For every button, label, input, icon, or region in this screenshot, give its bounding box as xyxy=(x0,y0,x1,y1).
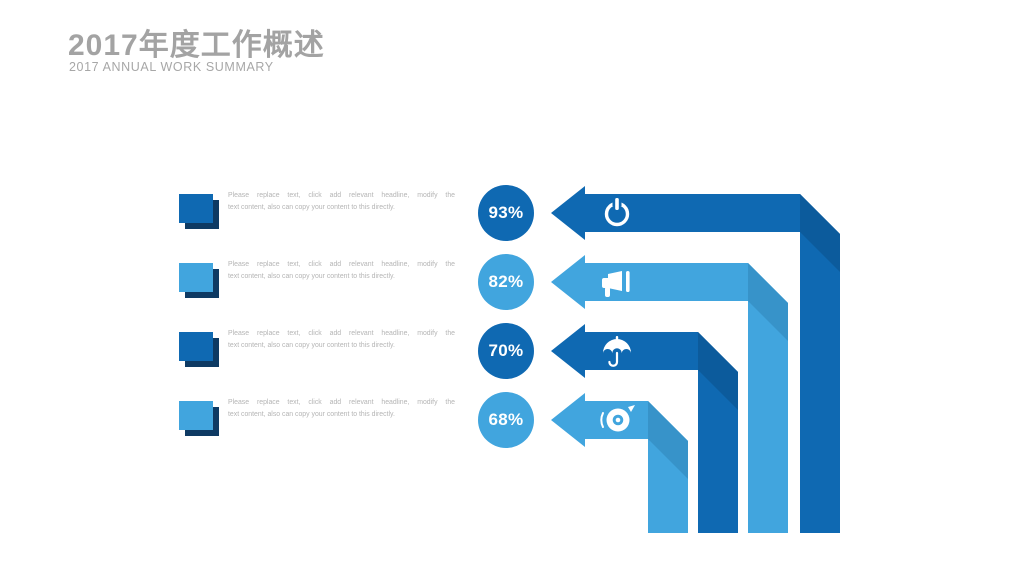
placeholder-text: Please replace text, click add relevant … xyxy=(228,190,455,214)
placeholder-text-line: Please replace text, click add relevant … xyxy=(228,399,455,406)
placeholder-text: Please replace text, click add relevant … xyxy=(228,259,455,283)
placeholder-text-line: text content, also can copy your content… xyxy=(228,204,395,211)
umbrella-icon xyxy=(603,336,631,367)
summary-row: Please replace text, click add relevant … xyxy=(0,321,1012,383)
slide-subtitle: 2017 ANNUAL WORK SUMMARY xyxy=(69,60,274,74)
placeholder-text-line: text content, also can copy your content… xyxy=(228,273,395,280)
placeholder-text-line: Please replace text, click add relevant … xyxy=(228,261,455,268)
accent-square xyxy=(179,194,213,223)
arrow-fold xyxy=(748,263,788,341)
power-icon xyxy=(604,197,630,227)
bent-arrow xyxy=(551,324,738,533)
bent-arrow xyxy=(551,393,688,533)
percent-badge: 68% xyxy=(478,392,534,448)
bent-arrow xyxy=(551,186,840,533)
placeholder-text-line: text content, also can copy your content… xyxy=(228,411,395,418)
summary-row: Please replace text, click add relevant … xyxy=(0,252,1012,314)
slide-title: 2017年度工作概述 xyxy=(68,29,325,62)
percent-badge: 82% xyxy=(478,254,534,310)
accent-square xyxy=(179,263,213,292)
placeholder-text-line: Please replace text, click add relevant … xyxy=(228,192,455,199)
summary-row: Please replace text, click add relevant … xyxy=(0,390,1012,452)
placeholder-text: Please replace text, click add relevant … xyxy=(228,328,455,352)
megaphone-icon xyxy=(602,271,630,297)
arrow-fold xyxy=(800,194,840,272)
accent-square xyxy=(179,332,213,361)
disc-icon xyxy=(600,405,635,432)
bent-arrow xyxy=(551,255,788,533)
percent-badge: 70% xyxy=(478,323,534,379)
placeholder-text: Please replace text, click add relevant … xyxy=(228,397,455,421)
placeholder-text-line: text content, also can copy your content… xyxy=(228,342,395,349)
percent-badge: 93% xyxy=(478,185,534,241)
arrow-fold xyxy=(698,332,738,410)
arrow-fold xyxy=(648,401,688,479)
summary-row: Please replace text, click add relevant … xyxy=(0,183,1012,245)
accent-square xyxy=(179,401,213,430)
arrow-shape xyxy=(551,324,738,533)
placeholder-text-line: Please replace text, click add relevant … xyxy=(228,330,455,337)
